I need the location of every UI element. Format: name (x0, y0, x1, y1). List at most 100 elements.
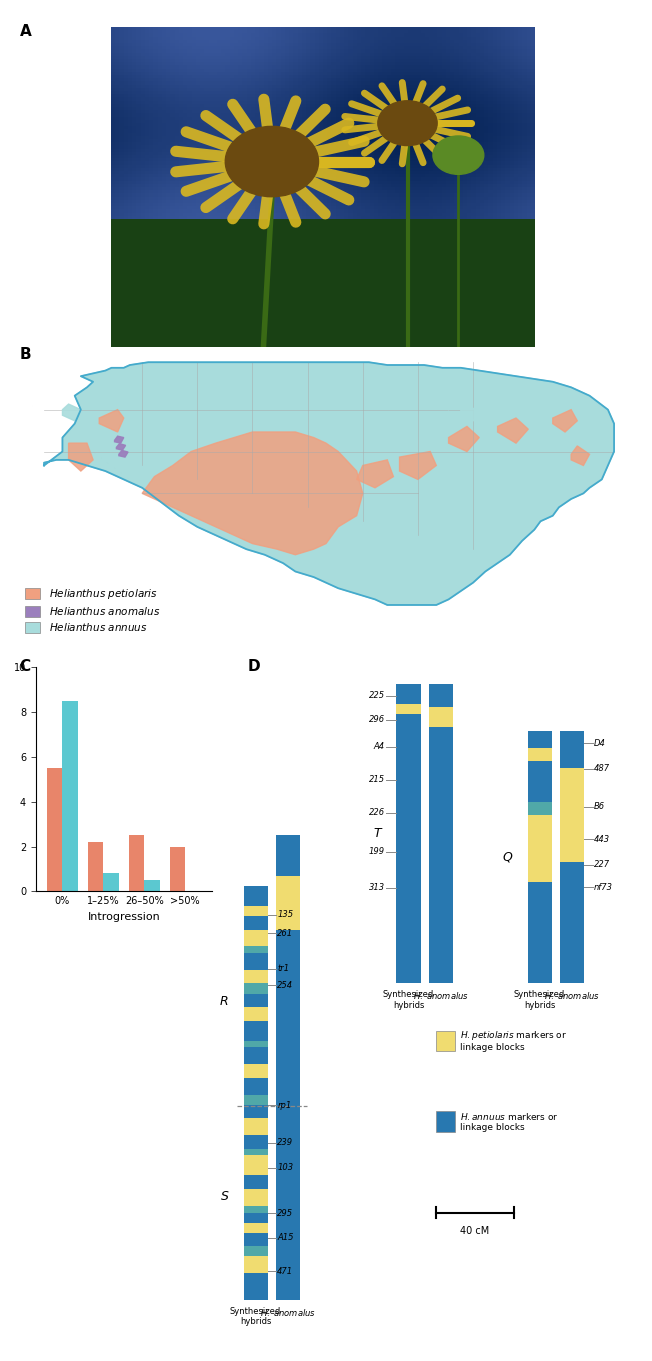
Bar (560, 863, 584, 984)
Polygon shape (553, 410, 577, 431)
Bar (244, 1041, 267, 1048)
Text: 471: 471 (277, 1267, 293, 1275)
Polygon shape (117, 444, 126, 450)
Polygon shape (99, 410, 124, 431)
Bar (560, 768, 584, 863)
Bar (429, 708, 453, 728)
Circle shape (433, 136, 484, 174)
Text: Synthesized
hybrids: Synthesized hybrids (514, 991, 565, 1010)
Text: $\it{H. annuus}$ markers or
linkage blocks: $\it{H. annuus}$ markers or linkage bloc… (460, 1111, 558, 1132)
Bar (244, 1190, 267, 1206)
Text: $\it{H.\ anomalus}$: $\it{H.\ anomalus}$ (544, 991, 600, 1002)
Bar (244, 1206, 267, 1213)
Text: 225: 225 (368, 691, 385, 700)
Bar (527, 747, 552, 761)
Polygon shape (400, 452, 436, 479)
Bar (436, 1112, 456, 1132)
Bar (244, 1273, 267, 1300)
Polygon shape (115, 436, 124, 444)
Bar (244, 1222, 267, 1233)
Text: D: D (248, 659, 260, 674)
Text: 226: 226 (368, 808, 385, 817)
Bar (527, 802, 552, 815)
Bar (244, 984, 267, 994)
Text: 443: 443 (594, 834, 610, 844)
Polygon shape (436, 393, 454, 410)
Bar (244, 970, 267, 984)
Polygon shape (63, 404, 81, 421)
Bar (244, 1119, 267, 1135)
Bar (244, 953, 267, 970)
Bar (244, 1021, 267, 1041)
Bar (244, 946, 267, 953)
Circle shape (378, 101, 437, 146)
Bar (104, 874, 119, 891)
Text: 135: 135 (277, 911, 293, 919)
Text: rp1: rp1 (277, 1101, 291, 1109)
Text: 313: 313 (368, 883, 385, 891)
Bar (244, 1213, 267, 1222)
Bar (396, 715, 421, 984)
Bar (244, 1078, 267, 1094)
Polygon shape (510, 393, 535, 410)
Text: 296: 296 (368, 715, 385, 724)
Circle shape (226, 127, 319, 197)
Bar (244, 1233, 267, 1247)
Bar (429, 728, 453, 984)
Text: 254: 254 (277, 981, 293, 989)
Bar (276, 836, 301, 875)
Legend: $\it{Helianthus\ petiolaris}$, $\it{Helianthus\ anomalus}$, $\it{Helianthus\ ann: $\it{Helianthus\ petiolaris}$, $\it{Heli… (25, 587, 160, 633)
Text: $\it{H.\ anomalus}$: $\it{H.\ anomalus}$ (413, 991, 469, 1002)
Bar (88, 842, 104, 891)
Text: nf73: nf73 (594, 883, 613, 891)
Bar (436, 1030, 456, 1051)
Text: 261: 261 (277, 930, 293, 938)
X-axis label: Introgression: Introgression (87, 912, 160, 921)
Bar (276, 930, 301, 1300)
Bar (244, 1149, 267, 1155)
Bar (244, 886, 267, 906)
Text: Synthesized
hybrids: Synthesized hybrids (383, 991, 434, 1010)
Polygon shape (142, 431, 363, 555)
Text: Q: Q (503, 851, 512, 864)
Bar (244, 1094, 267, 1105)
Bar (129, 836, 144, 891)
Bar (244, 1247, 267, 1256)
Text: 103: 103 (277, 1164, 293, 1172)
Text: 215: 215 (368, 776, 385, 784)
Bar (527, 882, 552, 984)
Text: C: C (20, 659, 31, 674)
Bar (244, 906, 267, 916)
Bar (244, 1155, 267, 1176)
Bar (527, 815, 552, 882)
Bar (244, 930, 267, 946)
Bar (244, 1105, 267, 1119)
Bar (63, 701, 78, 891)
Bar (527, 761, 552, 802)
Text: $\it{H.\ anomalus}$: $\it{H.\ anomalus}$ (260, 1307, 316, 1317)
Bar (276, 875, 301, 930)
Bar (560, 731, 584, 768)
Text: 239: 239 (277, 1138, 293, 1147)
Text: 295: 295 (277, 1209, 293, 1218)
Polygon shape (541, 393, 559, 410)
Polygon shape (44, 362, 614, 606)
Polygon shape (485, 468, 510, 487)
Text: 199: 199 (368, 847, 385, 856)
Bar (429, 683, 453, 708)
Bar (244, 1256, 267, 1273)
Bar (396, 704, 421, 715)
Bar (396, 683, 421, 704)
Bar (244, 1007, 267, 1021)
Bar (244, 1176, 267, 1190)
Polygon shape (571, 446, 589, 465)
Bar (244, 1048, 267, 1064)
Text: A15: A15 (277, 1233, 293, 1243)
Polygon shape (522, 482, 546, 502)
Bar (244, 916, 267, 930)
Bar (244, 994, 267, 1007)
Polygon shape (449, 426, 479, 452)
Text: A: A (20, 24, 31, 39)
Bar (244, 1135, 267, 1149)
Polygon shape (461, 404, 479, 421)
